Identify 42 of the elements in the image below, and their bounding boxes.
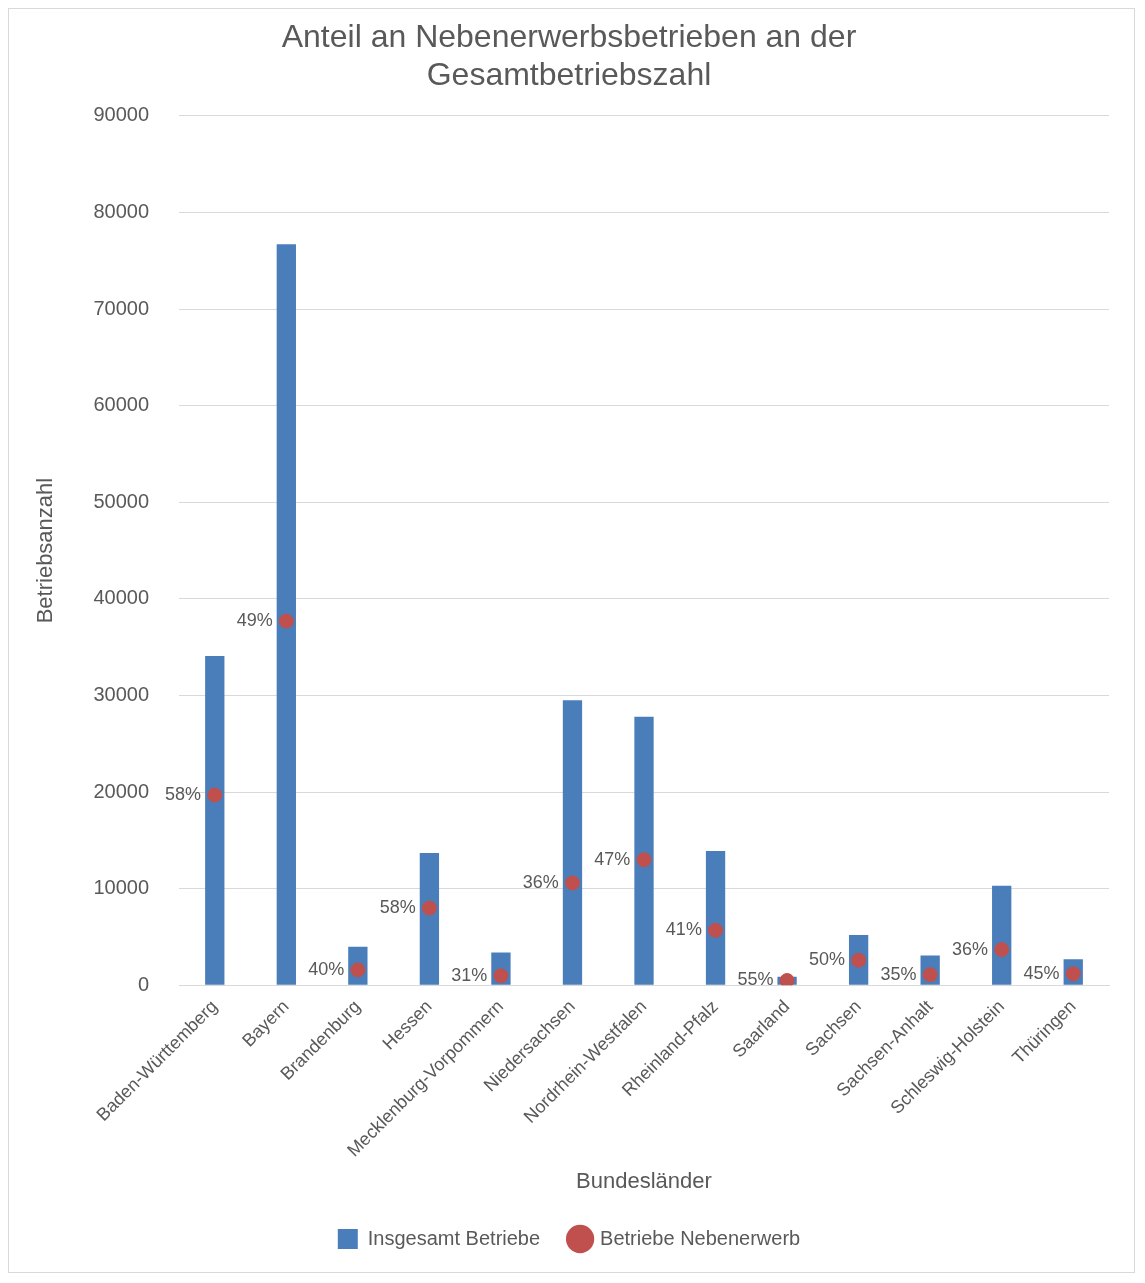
- y-tick-label: 30000: [93, 683, 150, 706]
- bar: [634, 716, 654, 985]
- bar: [992, 885, 1012, 985]
- point: [564, 875, 580, 891]
- point: [708, 922, 724, 938]
- y-axis-title: Betriebsanzahl: [32, 477, 58, 624]
- y-tick-label: 0: [137, 972, 150, 995]
- chart-title: Anteil an Nebenerwerbsbetrieben an der Gesamtbetriebszahl: [281, 18, 857, 93]
- bar: [562, 700, 583, 985]
- annotation: 41%: [665, 919, 702, 940]
- annotation: 31%: [451, 964, 488, 985]
- point: [994, 942, 1010, 958]
- annotation: 50%: [808, 949, 845, 970]
- annotation: 40%: [308, 958, 345, 979]
- bar: [276, 244, 296, 985]
- point: [636, 852, 652, 868]
- annotation: 35%: [880, 963, 917, 984]
- annotation: 55%: [737, 969, 774, 990]
- y-tick-label: 50000: [93, 489, 150, 512]
- bar: [205, 655, 225, 985]
- point: [421, 900, 437, 916]
- bar: [419, 852, 440, 985]
- legend-label: Betriebe Nebenerwerb: [600, 1226, 801, 1249]
- annotation: 36%: [952, 938, 989, 959]
- annotation: 36%: [522, 871, 559, 892]
- legend-label: Insgesamt Betriebe: [367, 1226, 541, 1249]
- y-tick-label: 90000: [93, 103, 150, 126]
- bar: [705, 851, 726, 985]
- annotation: 45%: [1023, 962, 1060, 983]
- y-tick-label: 10000: [93, 876, 150, 899]
- annotation: 47%: [594, 848, 631, 869]
- point: [278, 613, 294, 629]
- y-tick-label: 70000: [93, 296, 150, 319]
- y-tick-label: 20000: [93, 779, 150, 802]
- annotation: 49%: [236, 610, 273, 631]
- annotation: 58%: [165, 783, 202, 804]
- y-tick-label: 80000: [93, 199, 150, 222]
- point: [207, 787, 223, 803]
- x-axis-title: Bundesländer: [576, 1167, 712, 1193]
- y-tick-label: 60000: [93, 393, 150, 416]
- annotation: 58%: [379, 897, 416, 918]
- y-tick-label: 40000: [93, 586, 150, 609]
